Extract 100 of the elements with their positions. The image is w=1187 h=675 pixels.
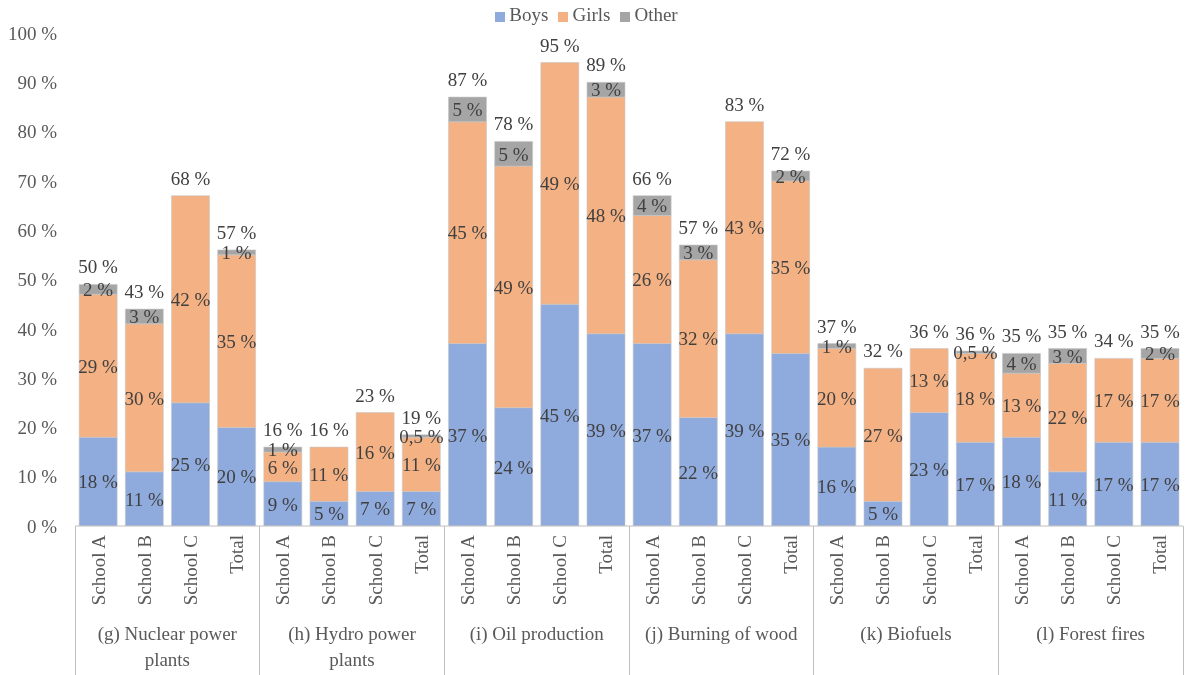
total-label: 50 %	[78, 256, 119, 278]
data-label: 32 %	[678, 328, 719, 350]
x-tick-label: School C	[1103, 535, 1125, 606]
x-tick-label: School A	[272, 534, 294, 606]
total-label: 35 %	[1140, 320, 1180, 342]
data-label: 17 %	[1140, 473, 1180, 495]
data-label: 18 %	[955, 387, 996, 409]
data-label: 2 %	[83, 279, 114, 301]
data-label: 22 %	[678, 461, 719, 483]
text: (l) Forest fires	[1036, 623, 1145, 644]
y-tick-label: 20 %	[17, 417, 58, 439]
x-tick-label: School B	[503, 535, 525, 606]
total-label: 66 %	[632, 167, 673, 189]
x-tick-label: Total	[595, 535, 617, 574]
data-label: 5 %	[498, 143, 529, 165]
x-tick-label: Total	[410, 535, 432, 574]
data-label: 5 %	[313, 503, 345, 525]
total-label: 78 %	[493, 113, 534, 135]
total-label: 36 %	[909, 320, 950, 342]
data-label: 37 %	[447, 424, 488, 446]
y-tick-label: 90 %	[17, 72, 58, 94]
x-tick-label: School B	[1057, 535, 1079, 606]
data-label: 18 %	[1001, 471, 1042, 493]
data-label: 0,5 %	[399, 425, 444, 447]
y-tick-label: 60 %	[17, 219, 58, 241]
x-tick-label: School B	[318, 535, 340, 606]
y-tick-label: 80 %	[17, 121, 58, 143]
data-label: 9 %	[267, 493, 299, 515]
data-label: 13 %	[1001, 394, 1042, 416]
total-label: 19 %	[401, 406, 442, 428]
data-label: 11 %	[309, 463, 349, 485]
data-label: 35 %	[216, 330, 257, 352]
data-label: 11 %	[1048, 488, 1088, 510]
legend-label: Boys	[509, 4, 549, 25]
data-label: 3 %	[683, 242, 714, 264]
data-label: 18 %	[78, 471, 119, 493]
data-label: 42 %	[170, 288, 211, 310]
total-label: 35 %	[1001, 325, 1042, 347]
data-label: 49 %	[493, 276, 534, 298]
total-label: 35 %	[1047, 320, 1088, 342]
y-tick-label: 50 %	[17, 269, 58, 291]
legend-label: Other	[634, 4, 678, 25]
text: (j) Burning of wood	[645, 623, 798, 644]
data-label: 5 %	[867, 503, 899, 525]
data-label: 20 %	[817, 387, 857, 409]
x-tick-label: School A	[87, 534, 109, 606]
x-tick-label: School C	[918, 535, 940, 606]
data-label: 22 %	[1047, 407, 1088, 429]
data-label: 39 %	[724, 419, 765, 441]
data-label: 35 %	[770, 256, 811, 278]
text: (k) Biofuels	[860, 623, 952, 644]
x-tick-label: Total	[964, 535, 986, 574]
data-label: 43 %	[724, 217, 765, 239]
data-label: 45 %	[540, 404, 580, 426]
data-label: 2 %	[1144, 343, 1176, 365]
data-label: 0,5 %	[953, 341, 998, 363]
data-label: 5 %	[452, 99, 483, 121]
total-label: 16 %	[309, 419, 349, 441]
text: (g) Nuclear power plants	[97, 623, 237, 670]
total-label: 34 %	[1094, 330, 1134, 352]
total-label: 57 %	[678, 216, 719, 238]
data-label: 4 %	[1006, 353, 1037, 375]
data-label: 25 %	[170, 454, 211, 476]
x-tick-label: Total	[780, 535, 802, 574]
x-tick-label: School A	[456, 534, 478, 606]
total-label: 57 %	[216, 221, 257, 243]
data-label: 49 %	[540, 173, 580, 195]
data-label: 23 %	[909, 459, 950, 481]
data-label: 27 %	[863, 424, 903, 446]
data-label: 16 %	[355, 441, 396, 463]
y-tick-label: 10 %	[17, 466, 58, 488]
x-tick-label: School A	[641, 534, 663, 606]
data-label: 35 %	[770, 429, 811, 451]
data-label: 7 %	[360, 498, 391, 520]
total-label: 43 %	[124, 281, 165, 303]
data-label: 45 %	[447, 222, 488, 244]
total-label: 16 %	[263, 419, 303, 441]
data-label: 26 %	[632, 269, 673, 291]
y-tick-label: 0 %	[26, 515, 58, 537]
x-tick-label: School C	[364, 535, 386, 606]
data-label: 3 %	[590, 79, 622, 101]
x-tick-label: Total	[1149, 535, 1171, 574]
total-label: 72 %	[770, 143, 811, 165]
total-label: 83 %	[724, 93, 765, 115]
x-tick-label: School B	[133, 535, 155, 606]
data-label: 17 %	[955, 473, 996, 495]
x-tick-label: School B	[872, 535, 894, 606]
y-tick-label: 30 %	[17, 367, 58, 389]
total-label: 87 %	[447, 69, 488, 91]
data-label: 11 %	[401, 454, 441, 476]
data-label: 17 %	[1140, 390, 1180, 412]
x-tick-label: School B	[687, 535, 709, 606]
text: (i) Oil production	[469, 623, 604, 644]
data-label: 29 %	[78, 355, 119, 377]
data-label: 6 %	[267, 456, 299, 478]
x-tick-label: School A	[826, 534, 848, 606]
data-label: 13 %	[909, 370, 950, 392]
data-label: 37 %	[632, 424, 673, 446]
data-label: 39 %	[586, 419, 626, 441]
total-label: 23 %	[355, 384, 396, 406]
